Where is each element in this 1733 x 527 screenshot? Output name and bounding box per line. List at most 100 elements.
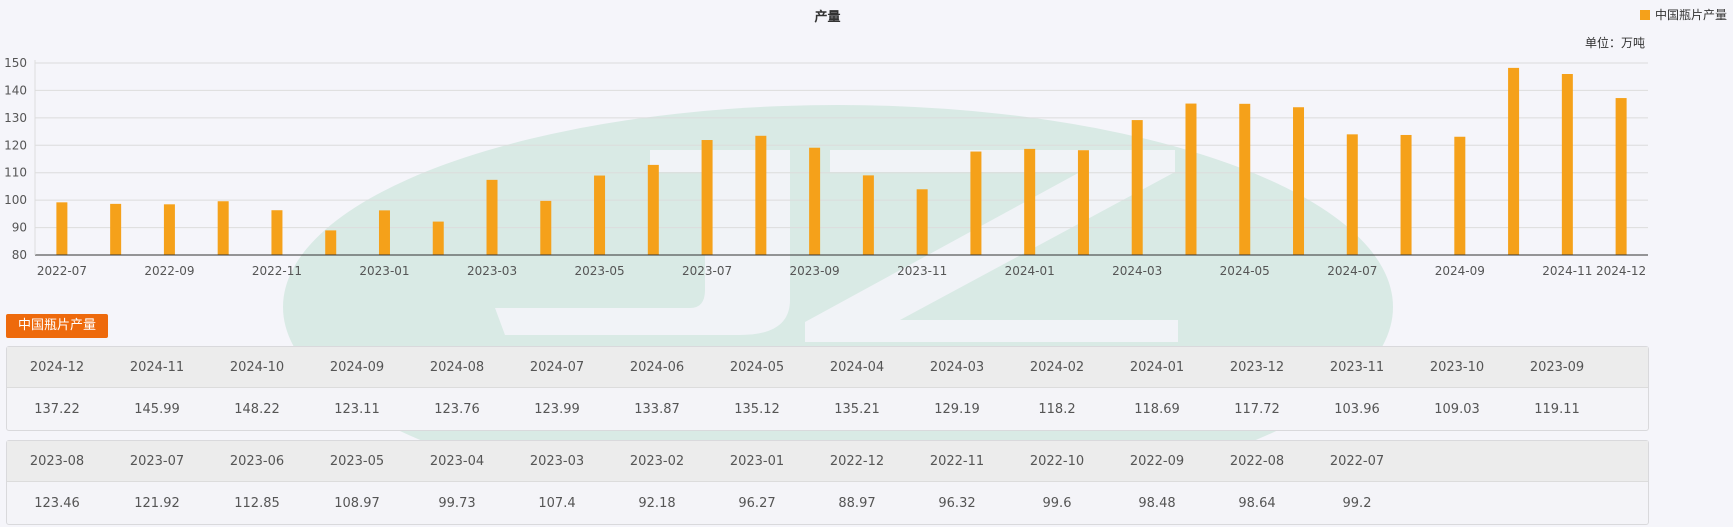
bar-2024-07[interactable] [1346, 134, 1358, 255]
table-value-row: 137.22 145.99 148.22 123.11 123.76 123.99 133.… [7, 388, 1648, 430]
bar-2023-03[interactable] [486, 179, 498, 255]
table-value-cell: 119.11 [1534, 401, 1580, 417]
table-header-cell: 2024-09 [329, 359, 385, 375]
bar-2023-04[interactable] [540, 200, 552, 255]
bar-2023-09[interactable] [809, 147, 821, 255]
bar-2023-12[interactable] [970, 151, 982, 255]
table-header-cell: 2023-03 [529, 453, 585, 469]
bar-2023-11[interactable] [916, 189, 928, 255]
bar-2024-04[interactable] [1185, 103, 1197, 255]
bar-2022-08[interactable] [110, 203, 122, 255]
legend-swatch [1639, 9, 1650, 20]
table-value-cell: 148.22 [234, 401, 280, 417]
table-value-cell: 107.4 [538, 495, 576, 511]
table-header-cell: 2024-10 [229, 359, 285, 375]
table-value-cell: 137.22 [34, 401, 80, 417]
table-value-cell: 108.97 [334, 495, 380, 511]
bar-2024-05[interactable] [1239, 103, 1251, 255]
table-value-cell: 109.03 [1434, 401, 1480, 417]
y-tick-label: 120 [4, 138, 27, 152]
table-value-cell: 123.76 [434, 401, 480, 417]
table-value-cell: 88.97 [838, 495, 876, 511]
table-value-cell: 133.87 [634, 401, 680, 417]
y-tick-label: 150 [4, 56, 27, 70]
x-tick-label: 2022-11 [252, 264, 302, 278]
bar-2023-06[interactable] [647, 164, 659, 255]
bar-2023-07[interactable] [701, 140, 713, 255]
table-value-cell: 98.64 [1238, 495, 1276, 511]
y-tick-label: 140 [4, 83, 27, 97]
bar-2023-02[interactable] [432, 221, 444, 255]
table-value-cell: 99.2 [1342, 495, 1372, 511]
bar-2024-10[interactable] [1508, 67, 1520, 255]
table-header-cell: 2023-05 [329, 453, 385, 469]
table-value-cell: 135.21 [834, 401, 880, 417]
bar-2022-10[interactable] [217, 201, 229, 255]
bar-2024-06[interactable] [1293, 107, 1305, 256]
table-header-cell: 2023-12 [1229, 359, 1285, 375]
bar-2023-01[interactable] [378, 210, 390, 255]
x-tick-label: 2024-05 [1220, 264, 1270, 278]
table-value-cell: 129.19 [934, 401, 980, 417]
bar-2022-07[interactable] [56, 202, 68, 255]
bar-2024-03[interactable] [1131, 120, 1143, 255]
table-header-cell: 2023-11 [1329, 359, 1385, 375]
bar-2024-08[interactable] [1400, 134, 1412, 255]
table-header-cell: 2023-07 [129, 453, 185, 469]
bar-2024-01[interactable] [1024, 148, 1036, 255]
table-value-cell: 123.99 [534, 401, 580, 417]
bar-2023-10[interactable] [862, 175, 874, 255]
legend[interactable]: 中国瓶片产量 [1639, 6, 1727, 23]
table-header-row: 2023-08 2023-07 2023-06 2023-05 2023-04 2023-… [7, 441, 1648, 482]
table-header-cell: 2024-01 [1129, 359, 1185, 375]
table-value-cell: 99.6 [1042, 495, 1072, 511]
x-tick-label: 2022-09 [144, 264, 194, 278]
table-header-cell: 2023-10 [1429, 359, 1485, 375]
table-header-cell: 2022-07 [1329, 453, 1385, 469]
table-header-cell: 2022-12 [829, 453, 885, 469]
table-value-cell: 117.72 [1234, 401, 1280, 417]
table-header-cell: 2024-03 [929, 359, 985, 375]
table-header-cell: 2022-11 [929, 453, 985, 469]
table-value-cell: 99.73 [438, 495, 476, 511]
bar-2023-05[interactable] [594, 175, 606, 255]
y-tick-label: 90 [12, 221, 27, 235]
table-header-cell: 2024-06 [629, 359, 685, 375]
y-tick-label: 80 [12, 248, 27, 262]
bar-chart: 80 90 100 110 120 130 140 150 2022-07 2022-09 2022… [4, 56, 1648, 278]
bars [56, 67, 1627, 256]
x-tick-label: 2024-03 [1112, 264, 1162, 278]
table-header-cell: 2023-04 [429, 453, 485, 469]
grid-lines [35, 62, 1648, 229]
x-tick-label: 2022-07 [37, 264, 87, 278]
bar-2024-12[interactable] [1615, 98, 1627, 255]
x-tick-label: 2023-09 [790, 264, 840, 278]
bar-2024-02[interactable] [1077, 150, 1089, 255]
table-value-cell: 123.11 [334, 401, 380, 417]
bar-2024-11[interactable] [1561, 73, 1573, 255]
section-tag: 中国瓶片产量 [6, 314, 109, 338]
bar-2022-09[interactable] [163, 204, 175, 255]
y-tick-label: 100 [4, 193, 27, 207]
table-header-cell: 2022-08 [1229, 453, 1285, 469]
bar-2022-11[interactable] [271, 210, 283, 255]
table-header-row: 2024-12 2024-11 2024-10 2024-09 2024-08 2024-… [7, 347, 1648, 388]
table-header-cell: 2024-02 [1029, 359, 1085, 375]
x-tick-label: 2024-07 [1327, 264, 1377, 278]
bar-2024-09[interactable] [1454, 136, 1466, 255]
legend-label: 中国瓶片产量 [1654, 8, 1727, 22]
table-value-cell: 135.12 [734, 401, 780, 417]
bar-2022-12[interactable] [325, 230, 337, 255]
table-header-cell: 2023-08 [29, 453, 85, 469]
table-header-cell: 2023-06 [229, 453, 285, 469]
table-value-cell: 96.27 [738, 495, 776, 511]
bar-2023-08[interactable] [755, 135, 767, 255]
table-value-cell: 121.92 [134, 495, 180, 511]
x-tick-label: 2024-11 [1542, 264, 1592, 278]
table-header-cell: 2022-09 [1129, 453, 1185, 469]
table-value-cell: 123.46 [34, 495, 80, 511]
x-tick-label: 2024-12 [1596, 264, 1646, 278]
table-header-cell: 2024-05 [729, 359, 785, 375]
table-value-cell: 145.99 [134, 401, 180, 417]
table-header-cell: 2023-02 [629, 453, 685, 469]
